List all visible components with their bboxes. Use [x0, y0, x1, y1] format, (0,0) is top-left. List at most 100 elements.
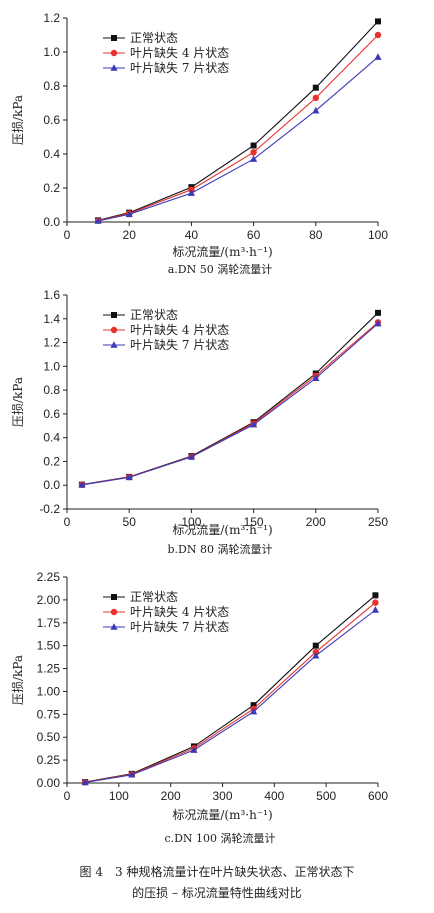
y-tick-label: 0.2: [43, 454, 60, 468]
y-tick-label: 0.50: [37, 730, 61, 744]
legend-marker: [110, 326, 118, 334]
y-tick-label: 0.8: [43, 383, 60, 397]
y-tick-label: 0.00: [37, 776, 61, 790]
series-1-point: [250, 702, 257, 709]
x-tick-label: 60: [247, 228, 261, 242]
x-axis-title: 标况流量/(m³·h⁻¹): [172, 808, 272, 822]
y-tick-label: 1.0: [43, 45, 60, 59]
x-tick-label: 100: [109, 789, 129, 803]
y-tick-label: 0.4: [43, 431, 60, 445]
y-tick-label: 2.00: [37, 593, 61, 607]
series-3-point: [312, 106, 320, 114]
y-tick-label: 0.0: [43, 215, 60, 229]
legend-marker: [111, 35, 117, 41]
series-line-1: [85, 594, 376, 783]
legend-marker: [110, 64, 118, 71]
legend-label-2: 叶片缺失 4 片状态: [130, 604, 229, 619]
chart-1-caption: a.DN 50 涡轮流量计: [168, 262, 273, 276]
y-tick-label: 1.25: [37, 662, 61, 676]
x-tick-label: 300: [212, 789, 232, 803]
series-1-point: [312, 642, 319, 649]
chart-1: 0.0 0.2 0.4 0.6 0.8 1.0 1.2 0 20 40 60 80 100 压损/kPa 标…: [11, 11, 388, 276]
series-2-point: [312, 94, 319, 102]
series-3-point: [312, 374, 320, 382]
y-tick-label: 0.25: [37, 753, 61, 767]
series-1-point: [375, 18, 381, 25]
y-axis-title: 压损/kPa: [11, 95, 25, 145]
legend-marker: [110, 341, 118, 348]
x-tick-label: 400: [264, 789, 284, 803]
y-tick-label: 0.0: [43, 478, 60, 492]
series-3-point: [125, 473, 133, 481]
series-1-point: [250, 142, 257, 149]
y-tick-label: 1.4: [43, 312, 60, 326]
y-tick-label: 0.6: [43, 113, 60, 127]
legend-marker: [110, 608, 118, 616]
legend-label-1: 正常状态: [130, 590, 178, 604]
y-axis-title: 压损/kPa: [11, 655, 25, 705]
chart-3-caption: c.DN 100 涡轮流量计: [164, 831, 275, 845]
legend-label-3: 叶片缺失 7 片状态: [130, 337, 229, 352]
series-line-2: [85, 602, 376, 783]
series-3-point: [187, 189, 195, 196]
y-tick-label: 0.6: [43, 407, 60, 421]
series-line-3: [81, 323, 379, 486]
x-tick-label: 500: [316, 789, 336, 803]
y-tick-label: 1.2: [43, 11, 60, 25]
x-tick-label: 0: [64, 515, 71, 529]
x-tick-label: 200: [161, 789, 181, 803]
y-tick-label: 1.50: [37, 639, 61, 653]
x-tick-label: 100: [368, 228, 388, 242]
series-3-point: [78, 481, 86, 488]
series-3-point: [187, 453, 195, 460]
y-tick-label: 1.0: [43, 359, 60, 373]
series-1-point: [372, 592, 379, 599]
series-3-point: [374, 319, 382, 327]
series-2-point: [372, 599, 379, 606]
y-tick-label: 0.4: [43, 147, 60, 161]
series-3-point: [190, 746, 198, 753]
series-2-point: [250, 149, 257, 156]
x-tick-label: 100: [181, 515, 201, 529]
x-tick-label: 20: [123, 228, 137, 242]
x-tick-label: 150: [244, 515, 264, 529]
chart-3: 0.00 0.25 0.50 0.75 1.00 1.25 1.50 1.75 2.00 2.25…: [11, 570, 388, 845]
figure-svg: 0.0 0.2 0.4 0.6 0.8 1.0 1.2 0 20 40 60 80 100 压损/kPa 标…: [11, 11, 388, 845]
series-line-2: [97, 34, 379, 222]
legend-label-2: 叶片缺失 4 片状态: [130, 45, 229, 60]
y-tick-label: 1.00: [37, 684, 61, 698]
x-tick-label: 200: [306, 515, 326, 529]
y-tick-label: -0.2: [39, 502, 60, 516]
chart-2: -0.2 0.0 0.2 0.4 0.6 0.8 1.0 1.2 1.4 1.6 0 50 100 150…: [11, 288, 388, 556]
series-3-point: [371, 606, 380, 613]
y-tick-label: 2.25: [37, 570, 61, 584]
y-tick-label: 1.2: [43, 336, 60, 350]
series-3-point: [312, 651, 320, 659]
y-tick-label: 0.75: [37, 707, 61, 721]
series-3-point: [250, 155, 258, 162]
series-3-point: [374, 53, 382, 60]
legend-marker: [110, 49, 118, 57]
series-1-point: [312, 84, 319, 91]
series-1-point: [375, 309, 381, 316]
x-tick-label: 50: [123, 515, 137, 529]
series-3-point: [94, 217, 102, 224]
x-tick-label: 80: [309, 228, 323, 242]
series-3-point: [125, 210, 133, 218]
series-3-point: [81, 778, 89, 786]
series-3-point: [128, 770, 136, 778]
series-line-1: [81, 312, 379, 486]
legend-label-3: 叶片缺失 7 片状态: [130, 60, 229, 75]
x-tick-label: 0: [64, 789, 71, 803]
y-tick-label: 0.2: [43, 181, 60, 195]
x-tick-label: 600: [368, 789, 388, 803]
legend-label-1: 正常状态: [130, 31, 178, 45]
legend-marker: [111, 312, 117, 318]
series-line-2: [81, 321, 379, 486]
legend-label-3: 叶片缺失 7 片状态: [130, 619, 229, 634]
y-tick-label: 1.6: [43, 288, 60, 302]
x-tick-label: 40: [185, 228, 199, 242]
legend-marker: [110, 623, 118, 630]
x-tick-label: 0: [64, 228, 71, 242]
y-tick-label: 1.75: [37, 616, 61, 630]
